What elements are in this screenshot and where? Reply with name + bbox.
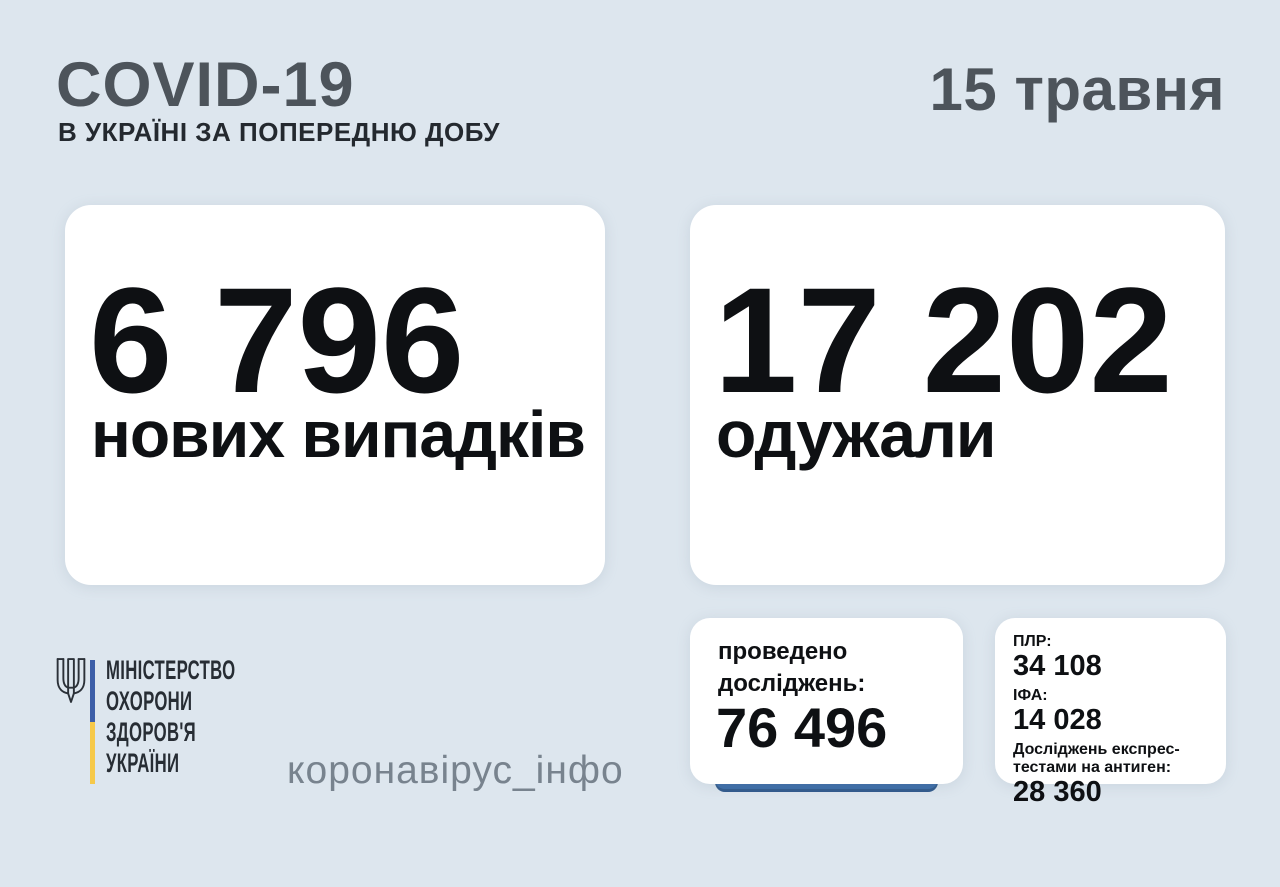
antigen-label: Досліджень експрес-тестами на антиген: [1013,740,1180,776]
ministry-line: МІНІСТЕРСТВО [106,655,236,685]
new-cases-value: 6 796 [89,256,465,424]
ministry-line: УКРАЇНИ [106,748,180,778]
new-cases-card: 6 796 нових випадків [65,205,605,585]
flag-yellow-segment [90,722,95,784]
recovered-label: одужали [716,397,996,471]
tests-breakdown-list: ПЛР: 34 108 ІФА: 14 028 Досліджень експр… [1013,633,1216,807]
tests-value: 76 496 [716,696,888,759]
recovered-value: 17 202 [714,256,1173,424]
elisa-value: 14 028 [1013,703,1102,736]
report-date: 15 травня [929,56,1225,123]
trident-icon [56,658,86,703]
ukraine-flag-bar [90,660,95,784]
ministry-wordmark: МІНІСТЕРСТВО ОХОРОНИ ЗДОРОВ'Я УКРАЇНИ [106,655,235,779]
tests-breakdown-card: ПЛР: 34 108 ІФА: 14 028 Досліджень експр… [995,618,1226,806]
channel-handle: коронавірус_інфо [287,749,624,792]
elisa-label: ІФА: [1013,686,1048,704]
tests-label: проведено досліджень: [718,638,866,697]
recovered-card: 17 202 одужали [690,205,1225,585]
flag-blue-segment [90,660,95,722]
new-cases-label: нових випадків [91,397,586,471]
pcr-value: 34 108 [1013,649,1102,682]
page-subtitle: В УКРАЇНІ ЗА ПОПЕРЕДНЮ ДОБУ [58,117,500,147]
ministry-line: ОХОРОНИ [106,686,193,716]
ministry-line: ЗДОРОВ'Я [106,717,196,747]
page-title: COVID-19 [56,50,355,120]
antigen-value: 28 360 [1013,775,1102,808]
pcr-label: ПЛР: [1013,633,1052,650]
tests-card: проведено досліджень: 76 496 [690,618,963,784]
